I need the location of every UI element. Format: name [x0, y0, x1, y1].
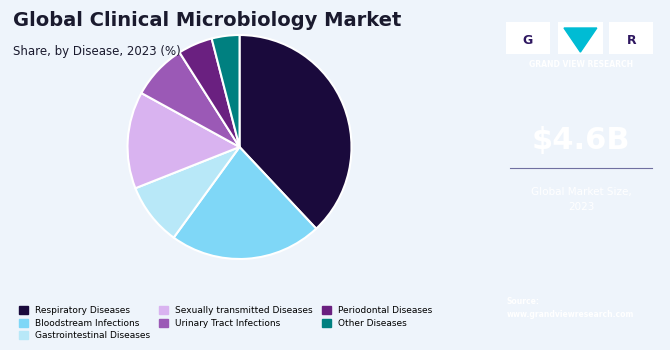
Text: Source:
www.grandviewresearch.com: Source: www.grandviewresearch.com — [507, 297, 634, 319]
FancyBboxPatch shape — [609, 22, 653, 54]
Wedge shape — [212, 35, 240, 147]
Text: $4.6B: $4.6B — [532, 126, 630, 154]
Text: G: G — [523, 34, 533, 47]
Legend: Respiratory Diseases, Bloodstream Infections, Gastrointestinal Diseases, Sexuall: Respiratory Diseases, Bloodstream Infect… — [15, 302, 436, 344]
Text: Global Market Size,
2023: Global Market Size, 2023 — [531, 188, 632, 211]
Wedge shape — [135, 147, 240, 238]
Text: Share, by Disease, 2023 (%): Share, by Disease, 2023 (%) — [13, 46, 181, 58]
FancyBboxPatch shape — [506, 22, 550, 54]
Text: Global Clinical Microbiology Market: Global Clinical Microbiology Market — [13, 10, 402, 29]
Polygon shape — [564, 28, 597, 52]
Text: GRAND VIEW RESEARCH: GRAND VIEW RESEARCH — [529, 60, 633, 69]
Text: R: R — [626, 34, 636, 47]
Wedge shape — [127, 93, 240, 188]
Wedge shape — [180, 38, 240, 147]
Wedge shape — [141, 52, 240, 147]
Wedge shape — [174, 147, 316, 259]
Wedge shape — [239, 35, 352, 229]
FancyBboxPatch shape — [558, 22, 602, 54]
